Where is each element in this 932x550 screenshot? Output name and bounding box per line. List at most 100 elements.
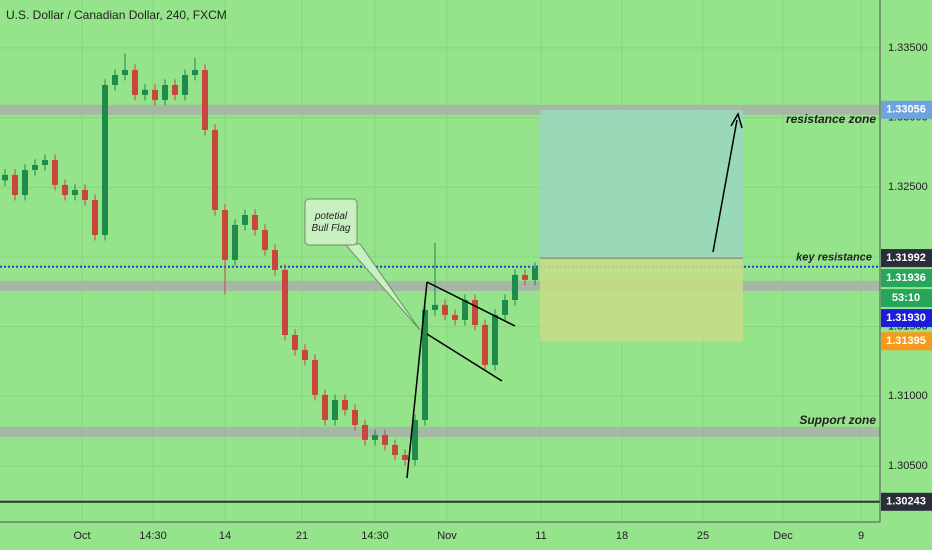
candle-body: [92, 199, 98, 235]
x-tick-label: Nov: [437, 530, 457, 542]
candle-body: [322, 394, 328, 420]
candle-body: [162, 85, 168, 100]
y-tick-label: 1.31000: [888, 390, 928, 402]
candle-body: [482, 324, 488, 365]
price-label: 1.31992: [886, 252, 926, 264]
candle-body: [312, 359, 318, 395]
candle-body: [232, 224, 238, 260]
price-label: 1.30243: [886, 496, 926, 508]
candle-body: [432, 304, 438, 310]
y-tick-label: 1.30500: [888, 460, 928, 472]
zone-label: resistance zone: [786, 112, 876, 126]
zone-band: [0, 426, 880, 437]
candle-body: [442, 304, 448, 315]
position-tool: [540, 109, 743, 342]
candle-body: [252, 215, 258, 230]
candle-body: [382, 434, 388, 445]
price-label: 1.31936: [886, 272, 926, 284]
candle-body: [342, 399, 348, 410]
callout-box: [304, 198, 358, 246]
candle-body: [182, 74, 188, 95]
flag-upper: [426, 281, 516, 327]
candle-body: [122, 69, 128, 75]
candle-body: [22, 170, 28, 195]
candle-body: [2, 174, 8, 181]
candles: [2, 53, 538, 466]
candle-body: [522, 274, 528, 280]
candle-body: [242, 215, 248, 225]
price-label-box: [881, 309, 932, 328]
candle-body: [152, 89, 158, 100]
candle-body: [292, 334, 298, 350]
candle-body: [142, 89, 148, 95]
candle-body: [492, 314, 498, 365]
candle-body: [112, 74, 118, 86]
candle-body: [72, 189, 78, 195]
candle-body: [132, 69, 138, 95]
price-label-box: [881, 100, 932, 119]
zone-label: Support zone: [799, 413, 876, 427]
zone-band: [0, 104, 880, 115]
price-label-box: [881, 492, 932, 511]
x-tick-label: Oct: [73, 530, 90, 542]
candle-body: [392, 444, 398, 455]
x-tick-label: 14: [219, 530, 231, 542]
candle-body: [362, 425, 368, 440]
chart-title: U.S. Dollar / Canadian Dollar, 240, FXCM: [6, 8, 227, 22]
x-tick-label: 9: [858, 530, 864, 542]
candle-body: [52, 159, 58, 185]
x-tick-label: 18: [616, 530, 628, 542]
candle-body: [502, 300, 508, 315]
price-label-box: [881, 289, 932, 308]
x-tick-label: 14:30: [139, 530, 167, 542]
candle-body: [192, 69, 198, 75]
arrow-head: [730, 112, 743, 129]
candle-body: [352, 409, 358, 426]
candle-body: [82, 189, 88, 200]
zone-band: [0, 280, 880, 291]
x-tick-label: 14:30: [361, 530, 389, 542]
price-label: 1.33056: [886, 104, 926, 116]
drawings: potetial Bull Flag: [304, 112, 743, 479]
x-tick-label: Dec: [773, 530, 793, 542]
candle-body: [412, 419, 418, 460]
key-line-label: key resistance: [796, 252, 872, 264]
candle-body: [282, 269, 288, 335]
x-tick-label: 25: [697, 530, 709, 542]
flag-lower: [426, 333, 503, 382]
candle-body: [452, 314, 458, 320]
profit-zone: [540, 109, 743, 259]
candle-body: [302, 349, 308, 360]
candle-body: [102, 85, 108, 235]
candle-body: [32, 164, 38, 171]
x-tick-label: 21: [296, 530, 308, 542]
arrow: [712, 119, 738, 253]
candle-body: [202, 69, 208, 130]
candle-body: [422, 309, 428, 420]
candle-body: [512, 274, 518, 301]
candle-body: [172, 85, 178, 95]
price-label-box: [881, 269, 932, 288]
price-label: 1.31930: [886, 312, 926, 324]
y-tick-label: 1.33500: [888, 42, 928, 54]
price-label: 1.31395: [886, 335, 926, 347]
candle-body: [332, 399, 338, 420]
candle-body: [372, 434, 378, 440]
candle-body: [12, 174, 18, 195]
candle-body: [62, 184, 68, 195]
price-label-box: [881, 249, 932, 268]
flag-pole: [406, 281, 428, 479]
candle-body: [402, 454, 408, 460]
candle-body: [472, 300, 478, 325]
y-tick-label: 1.32500: [888, 181, 928, 193]
loss-zone: [540, 258, 743, 342]
x-tick-label: 11: [535, 530, 546, 542]
candle-body: [222, 209, 228, 260]
callout-text: potetial Bull Flag: [312, 211, 351, 234]
candle-body: [532, 267, 538, 280]
candle-body: [212, 129, 218, 210]
candle-body: [272, 249, 278, 270]
